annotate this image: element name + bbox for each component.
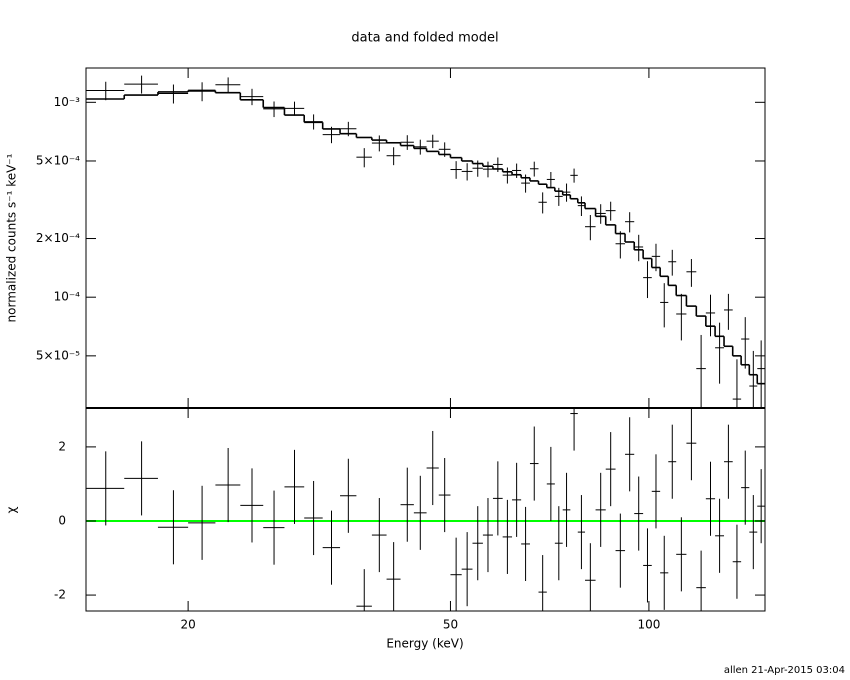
chart-title: data and folded model	[351, 31, 498, 46]
y-tick-label: 10⁻⁴	[54, 290, 81, 304]
top-panel	[86, 75, 765, 408]
x-tick-label: 100	[637, 618, 660, 632]
bottom-panel	[86, 408, 765, 611]
x-axis-label: Energy (keV)	[386, 637, 463, 651]
bottom-frame	[85, 407, 766, 612]
y-axis-label: χ	[5, 506, 19, 513]
footer: allen 21-Apr-2015 03:04	[724, 665, 845, 676]
y-tick-label: 2	[58, 439, 66, 453]
y-tick-label: 10⁻³	[54, 95, 81, 109]
y-axis-label: normalized counts s⁻¹ keV⁻¹	[5, 153, 19, 322]
y-tick-label: 5×10⁻⁴	[36, 153, 80, 167]
y-tick-label: 5×10⁻⁵	[36, 348, 80, 362]
y-tick-label: -2	[54, 588, 66, 602]
y-tick-label: 2×10⁻⁴	[36, 231, 80, 245]
x-tick-label: 20	[180, 618, 195, 632]
x-tick-label: 50	[443, 618, 458, 632]
top-frame	[85, 67, 766, 409]
y-tick-label: 0	[58, 513, 66, 527]
